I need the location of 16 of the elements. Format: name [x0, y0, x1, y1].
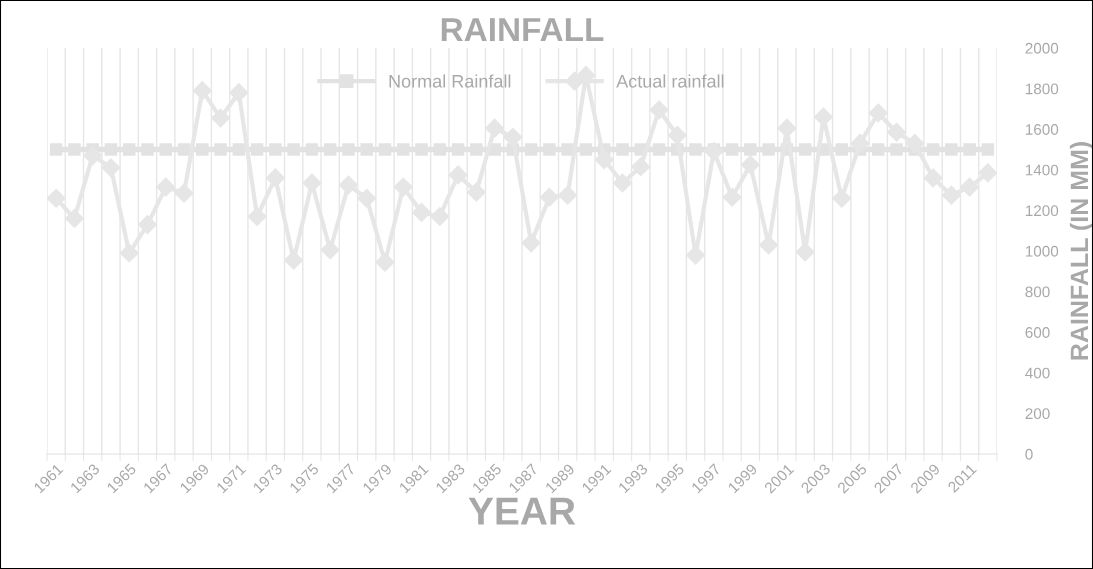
y-axis-title: RAINFALL (IN MM) [1069, 142, 1093, 360]
x-axis-title: YEAR [468, 497, 576, 525]
y-tick-label: 200 [1025, 408, 1050, 420]
y-tick-label: 1600 [1025, 124, 1059, 135]
y-tick-label: 400 [1025, 367, 1050, 379]
y-tick-label: 1200 [1025, 205, 1059, 217]
y-tick-label: 1800 [1025, 83, 1059, 95]
y-tick-label: 0 [1025, 448, 1033, 460]
y-tick-label: 600 [1025, 327, 1050, 338]
y-tick-label: 1000 [1025, 245, 1059, 257]
y-tick-label: 800 [1025, 286, 1050, 298]
y-tick-label: 2000 [1025, 42, 1059, 54]
legend-label: Normal Rainfall [389, 74, 511, 88]
y-tick-label: 1400 [1025, 164, 1059, 176]
legend-label: Actual rainfall [616, 74, 724, 88]
chart-title: RAINFALL [441, 18, 604, 42]
